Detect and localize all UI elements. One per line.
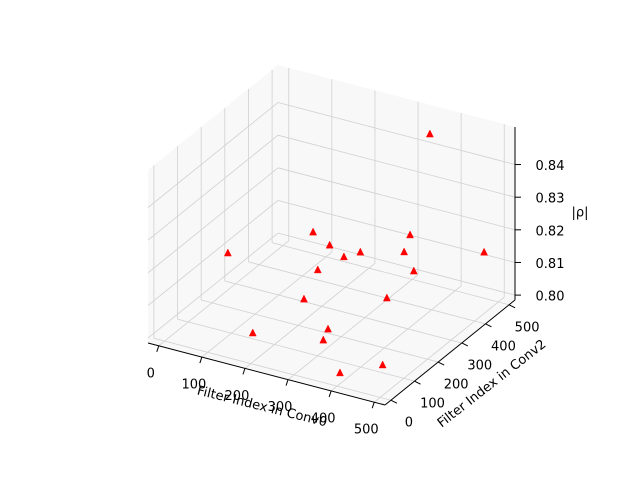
grid-line [277,134,516,198]
point [400,247,409,256]
point [340,252,348,261]
x-tick-label: 500 [354,423,379,438]
point [300,294,308,303]
y-tick-label: 300 [467,358,492,373]
z-tick-label: 0.82 [536,224,565,239]
z-tick-label: 0.81 [536,257,565,272]
y-tick-label: 100 [420,397,445,412]
grid-line [287,274,419,380]
y-tick-label: 500 [515,320,540,335]
grid-line [277,200,516,263]
point [382,293,391,302]
point [248,328,257,337]
grid-line [147,232,279,339]
z-tick-label: 0.84 [536,159,565,174]
grid-line [147,102,279,208]
x-tick-label: 400 [311,411,336,426]
tick-mark [508,304,516,309]
grid-line [277,102,516,165]
tick-mark [485,323,492,328]
tick-mark [242,368,246,375]
point [480,247,489,256]
x-tick-label: 0 [147,366,155,381]
point [409,266,418,275]
point [313,265,322,274]
tick-mark [285,379,289,386]
tick-mark [390,399,398,404]
point [223,248,232,257]
grid-line [271,242,510,306]
grid-line [201,251,333,358]
grid-line [248,261,486,325]
grid-line [330,285,462,392]
point [336,368,344,377]
point [324,324,332,333]
grid-line [147,200,279,306]
point [356,247,365,256]
grid-line [158,240,290,347]
grid-line [147,134,279,241]
grid-line [147,167,279,274]
grid-line [373,296,505,403]
grid-line [277,167,516,231]
tick-mark [328,390,332,398]
point [406,230,414,239]
pane [148,65,278,343]
grid-line [277,232,516,296]
tick-mark [414,380,421,385]
y-axis-line [384,299,516,406]
point [319,335,328,344]
y-tick-label: 0 [405,416,413,431]
z-axis-label: |ρ| [571,206,588,221]
point [378,360,387,369]
x-axis-label: Filter Index in Conv0 [195,384,328,431]
point [309,227,317,236]
grid-line [177,318,415,382]
point [325,240,334,249]
pane [148,238,515,405]
x-tick-label: 100 [181,378,206,393]
tick-mark [199,356,203,364]
grid-line [244,263,376,369]
tick-mark [156,345,160,352]
point [425,129,434,138]
tick-mark [437,361,445,366]
y-tick-label: 400 [491,339,516,354]
pane [278,65,515,300]
x-axis-line [147,342,386,406]
y-tick-label: 200 [444,378,469,393]
tick-mark [461,342,469,347]
tick-mark [371,402,375,409]
x-tick-label: 300 [268,400,293,415]
z-tick-label: 0.80 [536,290,565,305]
grid-line [224,280,462,344]
grid-line [153,337,392,401]
grid-line [201,299,439,363]
z-tick-label: 0.83 [536,192,565,207]
x-tick-label: 200 [225,389,250,404]
